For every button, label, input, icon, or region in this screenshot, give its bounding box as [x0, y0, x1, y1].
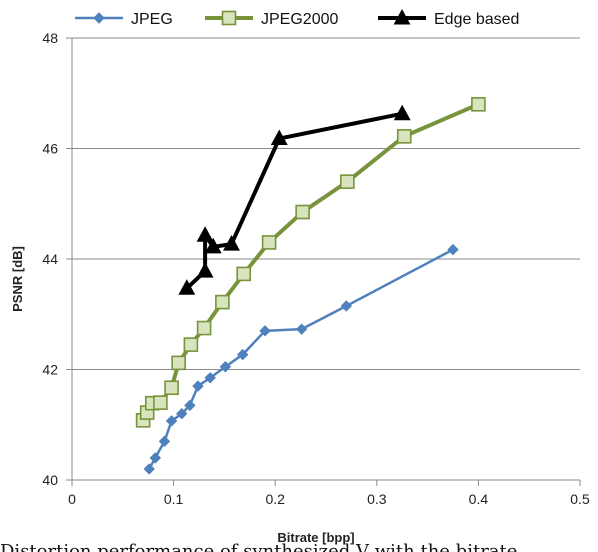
- series-lines: [135, 97, 486, 475]
- y-tick-label: 40: [42, 472, 58, 488]
- legend-label: Edge based: [434, 11, 519, 28]
- data-point: [215, 294, 230, 310]
- data-point: [447, 243, 459, 256]
- data-point: [471, 97, 486, 112]
- series-square: [135, 97, 486, 428]
- data-point: [165, 415, 178, 427]
- legend-marker: [93, 12, 105, 24]
- data-point: [396, 129, 412, 144]
- data-point: [261, 235, 277, 250]
- figure-caption: Distortion performance of synthesized V …: [0, 541, 518, 552]
- data-point: [340, 300, 353, 312]
- legend-label: JPEG2000: [261, 11, 338, 28]
- y-tick-label: 48: [42, 30, 58, 46]
- x-tick-label: 0.2: [265, 491, 285, 507]
- axes: [66, 37, 581, 486]
- x-tick-label: 0.4: [469, 491, 489, 507]
- x-tick-labels: 0 0.1 0.2 0.3 0.4 0.5: [68, 491, 590, 507]
- data-point: [219, 361, 232, 373]
- data-point: [178, 279, 196, 295]
- data-point: [223, 235, 240, 251]
- data-point: [204, 372, 216, 384]
- legend: JPEG JPEG2000 Edge based: [75, 8, 519, 28]
- data-point: [192, 380, 204, 392]
- data-point: [393, 104, 411, 121]
- series-triangle: [178, 104, 411, 295]
- data-point: [295, 323, 308, 335]
- data-point: [270, 129, 288, 146]
- y-tick-labels: 40 42 44 46 48: [42, 30, 58, 488]
- data-point: [259, 325, 271, 337]
- data-point: [295, 204, 310, 220]
- series-diamond: [143, 243, 459, 475]
- x-axis-title: Bitrate [bpp]: [277, 530, 354, 545]
- data-point: [204, 237, 222, 254]
- data-point: [149, 452, 162, 464]
- data-point: [340, 174, 355, 189]
- data-point: [236, 348, 249, 361]
- series-line: [185, 111, 403, 290]
- legend-label: JPEG: [131, 11, 173, 28]
- x-tick-label: 0.5: [570, 491, 590, 507]
- y-tick-label: 44: [42, 251, 58, 267]
- data-point: [158, 435, 171, 448]
- data-point: [183, 337, 199, 352]
- x-tick-label: 0.1: [164, 491, 184, 507]
- y-axis-title: PSNR [dB]: [10, 246, 25, 312]
- y-tick-label: 46: [42, 141, 58, 157]
- data-point: [184, 399, 196, 412]
- x-tick-label: 0: [68, 491, 76, 507]
- data-point: [164, 380, 179, 396]
- data-point: [196, 262, 214, 278]
- data-point: [196, 226, 214, 242]
- legend-marker: [221, 10, 237, 26]
- data-point: [176, 407, 188, 420]
- data-point: [196, 320, 212, 336]
- x-tick-label: 0.3: [367, 491, 387, 507]
- data-point: [171, 355, 186, 371]
- gridlines: [72, 37, 580, 370]
- legend-marker: [393, 8, 411, 25]
- data-point: [236, 266, 252, 282]
- y-tick-label: 42: [42, 362, 58, 378]
- data-point: [143, 463, 155, 475]
- data-point: [153, 395, 168, 410]
